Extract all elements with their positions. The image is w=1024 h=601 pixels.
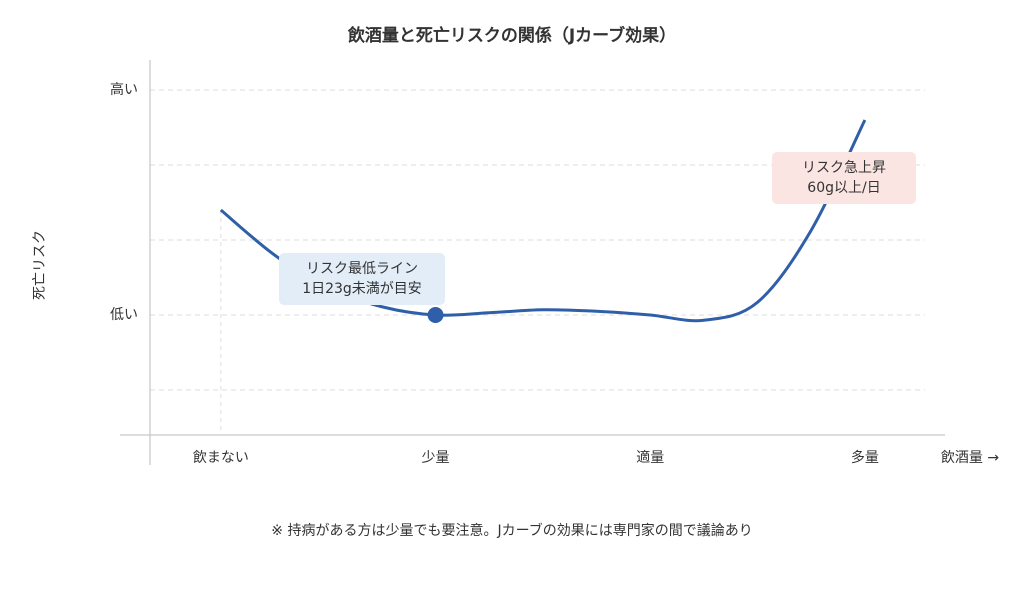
footnote: ※ 持病がある方は少量でも要注意。Jカーブの効果には専門家の間で議論あり	[271, 522, 752, 539]
x-tick-label: 少量	[422, 450, 450, 466]
annotation-text: リスク最低ライン	[306, 261, 418, 277]
x-tick-label: 飲まない	[193, 450, 249, 466]
y-tick-label: 低い	[110, 307, 138, 323]
y-tick-label: 高い	[110, 81, 138, 98]
x-tick-label: 適量	[636, 449, 664, 466]
x-tick-label: 多量	[851, 449, 879, 466]
annotation-text: リスク急上昇	[802, 160, 886, 176]
highlight-point	[427, 307, 444, 323]
annotation-box	[279, 253, 445, 305]
annotation-text: 60g以上/日	[807, 180, 880, 196]
x-axis-label: 飲酒量 →	[941, 450, 999, 466]
chart-title: 飲酒量と死亡リスクの関係（Jカーブ効果）	[347, 25, 676, 46]
y-axis-label: 死亡リスク	[32, 230, 48, 300]
annotation-box	[772, 152, 916, 204]
annotation-text: 1日23g未満が目安	[302, 281, 422, 297]
